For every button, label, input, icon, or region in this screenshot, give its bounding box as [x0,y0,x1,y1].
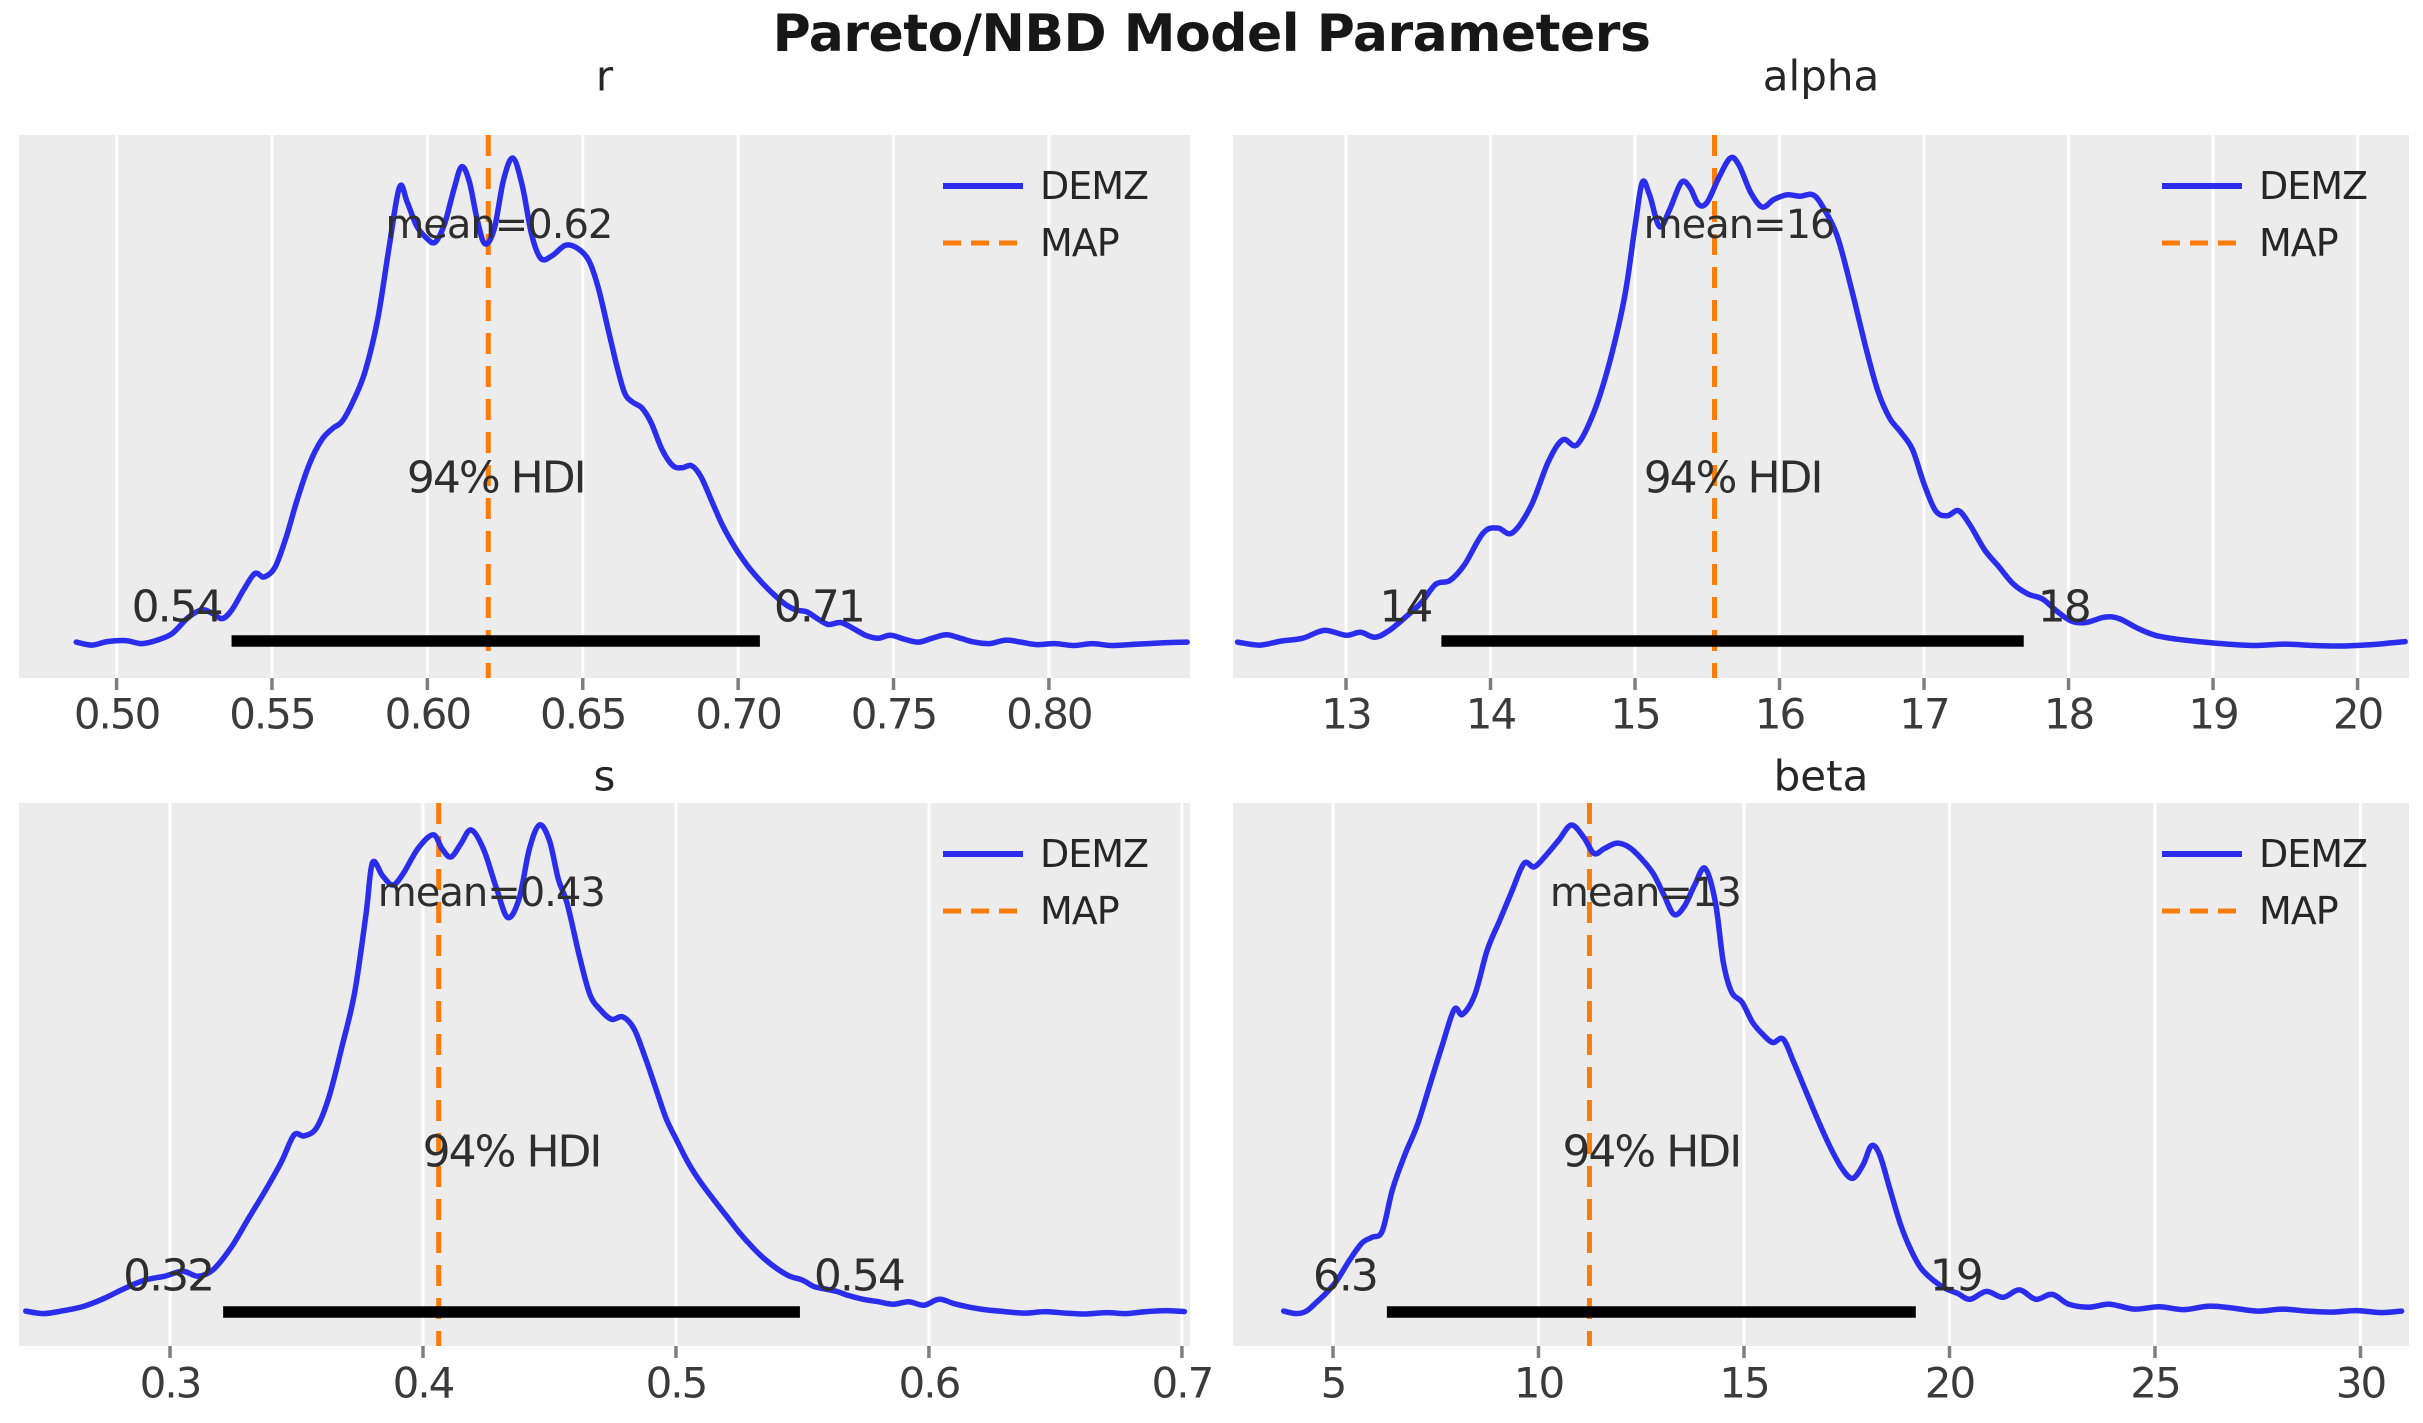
x-tick-label: 0.3 [140,1359,201,1408]
x-tick-label: 5 [1321,1359,1346,1408]
plot-area-background [19,803,1190,1346]
hdi-low-label: 0.54 [132,582,222,633]
x-tick-label: 25 [2130,1359,2179,1408]
x-tick-label: 0.50 [74,690,160,739]
legend-label-map: MAP [2259,889,2338,933]
x-tick-label: 17 [1899,690,1948,739]
kde-curve-demz [23,822,1188,1317]
legend-label-demz: DEMZ [2259,164,2367,208]
legend-label-map: MAP [1040,889,1119,933]
legend-label-demz: DEMZ [1040,164,1148,208]
plot-title: beta [1774,752,1869,801]
x-tick-label: 0.6 [899,1359,960,1408]
hdi-label: 94% HDI [1562,1127,1740,1178]
kde-curve-demz [1280,822,2405,1317]
x-tick-label: 0.55 [229,690,315,739]
x-tick-label: 19 [2188,690,2237,739]
hdi-high-label: 0.71 [774,582,864,633]
x-tick-label: 0.75 [851,690,937,739]
x-tick-label: 0.5 [646,1359,707,1408]
x-tick-label: 20 [1925,1359,1974,1408]
x-tick-label: 0.80 [1006,690,1092,739]
figure-title: Pareto/NBD Model Parameters [772,4,1651,64]
mean-label: mean=0.62 [385,202,612,248]
plot-title: r [596,52,614,101]
x-tick-label: 20 [2333,690,2382,739]
legend-label-demz: DEMZ [2259,832,2367,876]
kde-curve-demz [73,155,1190,649]
x-tick-label: 15 [1719,1359,1768,1408]
plot-s: 0.3 0.4 0.5 0.6 0.7 94% HDI 0.32 0.54 mean=0.43 s… [19,752,1214,1408]
hdi-low-label: 0.32 [123,1251,213,1302]
plot-area-background [1233,803,2409,1346]
plot-title: alpha [1763,52,1879,101]
x-tick-label: 0.4 [393,1359,454,1408]
x-tick-label: 18 [2044,690,2093,739]
hdi-low-label: 14 [1379,582,1431,633]
x-tick-label: 0.60 [385,690,471,739]
plot-r: 0.50 0.55 0.60 0.65 0.70 0.75 0.80 94% HDI 0.54 0… [19,52,1190,739]
hdi-high-label: 18 [2038,582,2090,633]
hdi-low-label: 6.3 [1313,1251,1377,1302]
x-tick-label: 0.65 [540,690,626,739]
x-tick-label: 30 [2336,1359,2385,1408]
plot-beta: 5 10 15 20 25 30 94% HDI 6.3 19 mean=13 beta DEMZ MA… [1233,752,2409,1408]
plot-title: s [594,752,616,801]
hdi-high-label: 19 [1930,1251,1982,1302]
mean-label: mean=0.43 [378,870,605,916]
x-tick-label: 15 [1610,690,1659,739]
hdi-label: 94% HDI [423,1127,601,1178]
plot-alpha: 13 14 15 16 17 18 19 20 94% HDI 14 18 mean=16 alpha D… [1233,52,2409,739]
legend-label-demz: DEMZ [1040,832,1148,876]
kde-curve-demz [1234,154,2408,649]
x-tick-label: 0.70 [695,690,781,739]
legend-label-map: MAP [1040,221,1119,265]
x-tick-label: 0.7 [1152,1359,1213,1408]
plot-area-background [19,135,1190,678]
legend-label-map: MAP [2259,221,2338,265]
x-tick-label: 10 [1514,1359,1563,1408]
hdi-label: 94% HDI [407,453,585,504]
hdi-high-label: 0.54 [814,1251,904,1302]
mean-label: mean=16 [1644,202,1835,248]
hdi-label: 94% HDI [1644,453,1822,504]
x-tick-label: 14 [1466,690,1516,739]
x-tick-label: 13 [1321,690,1370,739]
mean-label: mean=13 [1550,870,1741,916]
x-tick-label: 16 [1755,690,1805,739]
